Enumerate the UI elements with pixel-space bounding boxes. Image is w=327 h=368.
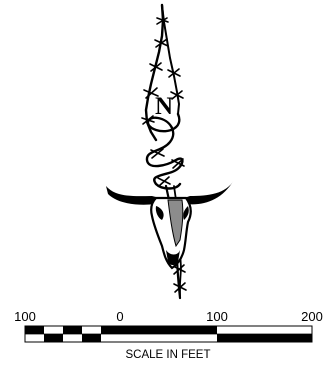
right-eye	[183, 206, 189, 220]
north-letter: N	[155, 93, 173, 120]
north-arrow: N	[106, 3, 234, 300]
scale-tick-label: 200	[301, 309, 323, 324]
scale-bar-subdivisions	[25, 326, 120, 342]
scale-caption: SCALE IN FEET	[126, 349, 211, 361]
scale-tick-label: 100	[206, 309, 228, 324]
scale-bar: 100 0 100 200 SCALE IN FEET	[14, 309, 323, 361]
scale-bar-segment-100-200	[217, 334, 312, 342]
left-eye	[155, 206, 164, 220]
scale-tick-label: 0	[116, 309, 123, 324]
skull-blaze	[167, 199, 184, 248]
snout	[166, 250, 180, 265]
shaft-coil	[145, 112, 184, 190]
scale-bar-segment-0-100	[120, 326, 217, 334]
wire-barbs	[141, 17, 187, 293]
scale-tick-label: 100	[14, 309, 36, 324]
left-horn	[106, 186, 160, 205]
longhorn-skull	[106, 180, 234, 270]
shaft-upper-strand-2	[161, 4, 180, 115]
right-horn	[184, 180, 234, 205]
